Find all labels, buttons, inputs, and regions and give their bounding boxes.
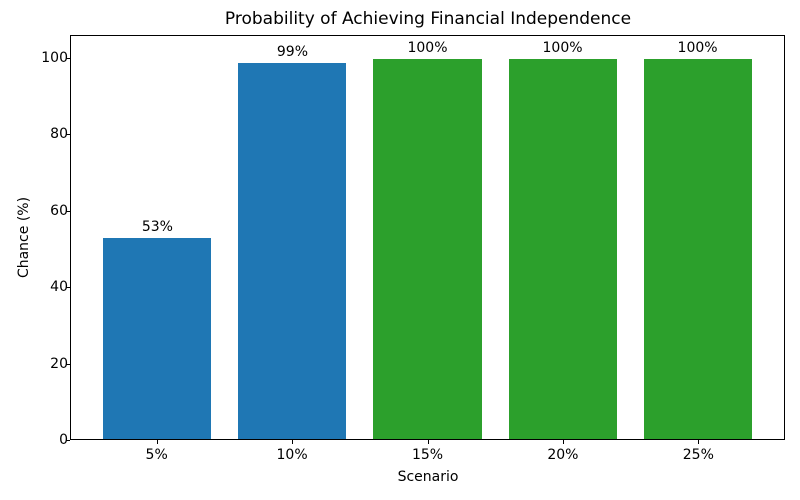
plot-area: 53% 99% 100% 100% 100% bbox=[70, 35, 785, 440]
bar-value-label: 100% bbox=[542, 39, 583, 56]
x-tick-mark bbox=[427, 440, 429, 444]
x-tick-mark bbox=[698, 440, 700, 444]
y-tick-label: 80 bbox=[50, 126, 68, 143]
x-tick-label: 10% bbox=[276, 447, 308, 463]
x-tick-mark bbox=[292, 440, 294, 444]
bar-value-label: 100% bbox=[407, 39, 448, 56]
y-axis-label: Chance (%) bbox=[16, 196, 32, 279]
bar-slot: 100% bbox=[643, 36, 752, 439]
y-tick-mark bbox=[66, 57, 70, 59]
bar-slot: 100% bbox=[373, 36, 482, 439]
bar-slot: 53% bbox=[103, 36, 212, 439]
bar bbox=[643, 58, 752, 439]
x-tick-label: 20% bbox=[547, 447, 579, 463]
y-tick-mark bbox=[66, 134, 70, 136]
chart-title: Probability of Achieving Financial Indep… bbox=[224, 9, 632, 29]
y-tick-label: 40 bbox=[50, 279, 68, 296]
y-tick-mark bbox=[66, 440, 70, 441]
bar-slot: 99% bbox=[238, 36, 347, 439]
bar-slot: 100% bbox=[508, 36, 617, 439]
x-tick-mark bbox=[562, 440, 564, 444]
bar-value-label: 100% bbox=[677, 39, 718, 56]
y-tick-mark bbox=[66, 210, 70, 212]
bar-value-label: 99% bbox=[276, 43, 308, 60]
y-tick-mark bbox=[66, 363, 70, 365]
bar bbox=[103, 237, 212, 439]
x-tick-label: 25% bbox=[682, 447, 714, 463]
y-tick-label: 20 bbox=[50, 355, 68, 372]
bar-value-label: 53% bbox=[141, 218, 173, 235]
x-tick-label: 15% bbox=[411, 447, 444, 463]
y-tick-label: 0 bbox=[59, 432, 68, 448]
x-tick-mark bbox=[156, 440, 158, 444]
y-tick-mark bbox=[66, 287, 70, 289]
bar bbox=[373, 58, 482, 439]
bar bbox=[238, 62, 347, 439]
x-tick-label: 5% bbox=[145, 447, 168, 463]
bar bbox=[508, 58, 617, 439]
x-axis-label: Scenario bbox=[397, 469, 459, 485]
y-tick-label: 60 bbox=[50, 202, 68, 219]
y-tick-label: 100 bbox=[41, 49, 68, 66]
